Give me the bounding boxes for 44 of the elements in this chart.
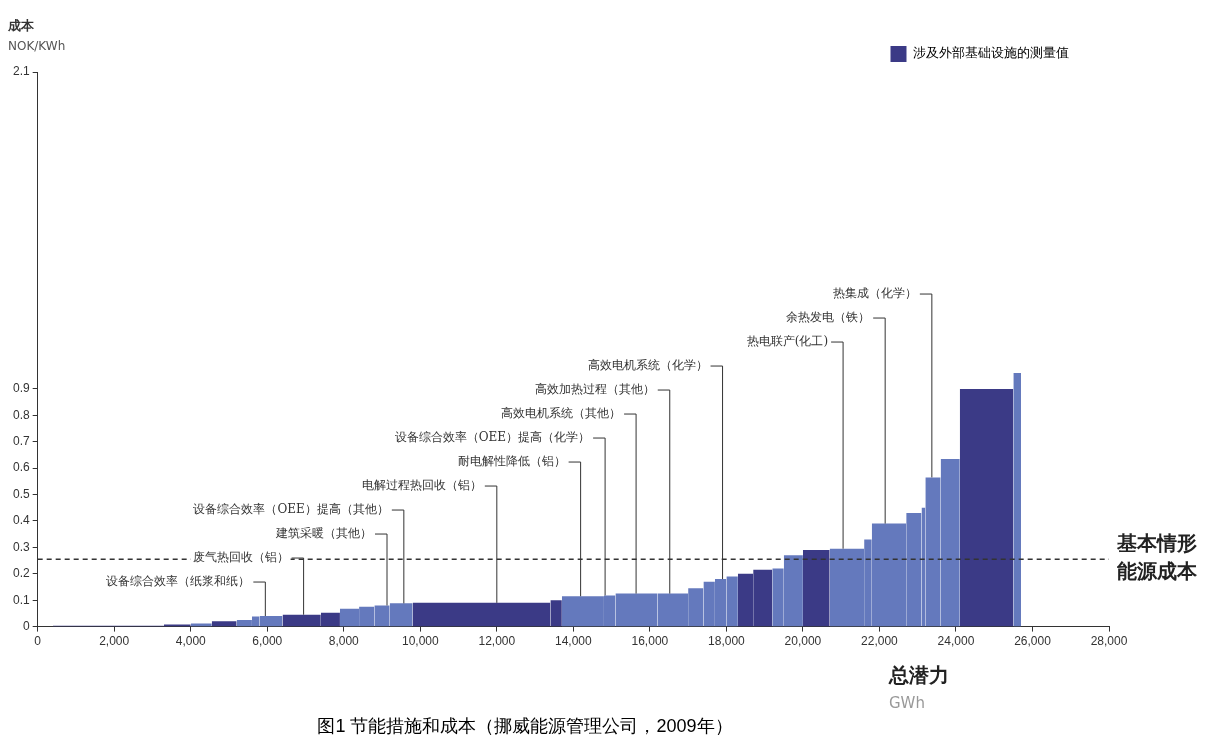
legend-label: 涉及外部基础设施的测量值 <box>913 45 1069 61</box>
y-tick-label: 0.7 <box>12 434 30 449</box>
y-tick-label: 0.1 <box>12 592 30 607</box>
y-tick-label: 2.1 <box>12 64 30 79</box>
text: 图1 节能措施和成本（挪威能源管理公司，2009年） <box>316 715 734 738</box>
annotation: 热电联产(化工) <box>746 334 829 349</box>
annotation: 设备综合效率（OEE）提高（其他） <box>193 502 389 517</box>
x-tick-label: 2,000 <box>99 634 130 649</box>
y-tick-label: 0 <box>22 618 30 633</box>
annotation: 耐电解性降低（铝） <box>457 454 566 469</box>
y-tick-label: 0.6 <box>12 460 30 475</box>
y-tick-label: 0.5 <box>12 486 30 501</box>
x-tick-label: 0 <box>34 634 42 649</box>
x-tick-label: 22,000 <box>861 634 899 649</box>
y-axis-title: 成本 NOK/KWh <box>7 18 66 53</box>
x-tick-label: 6,000 <box>252 634 283 649</box>
annotation: 设备综合效率（纸浆和纸） <box>106 574 251 589</box>
annotation: 电解过程热回收（铝） <box>361 478 482 493</box>
annotation: 高效加热过程（其他） <box>534 382 655 397</box>
y-tick-label: 0.9 <box>12 381 30 396</box>
x-tick-label: 10,000 <box>401 634 439 649</box>
y-tick-label: 0.3 <box>12 539 30 554</box>
annotation: 建筑采暖（其他） <box>275 526 373 541</box>
annotation: 余热发电（铁） <box>786 310 871 325</box>
ref-line-label: 基本情形能源成本 <box>1116 531 1198 584</box>
y-tick-label: 0.2 <box>12 566 30 581</box>
x-axis-title: 总潜力 GWh <box>888 662 949 712</box>
x-tick-label: 24,000 <box>937 634 975 649</box>
x-tick-label: 16,000 <box>631 634 669 649</box>
annotation: 热集成（化学） <box>832 286 917 301</box>
y-tick-label: 0.8 <box>12 407 30 422</box>
x-tick-label: 26,000 <box>1014 634 1052 649</box>
annotation: 设备综合效率（OEE）提高（化学） <box>394 430 591 445</box>
annotation: 高效电机系统（化学） <box>587 358 708 373</box>
x-tick-label: 8,000 <box>328 634 360 649</box>
x-tick-label: 12,000 <box>478 634 516 649</box>
y-tick-label: 0.4 <box>12 513 30 528</box>
x-tick-label: 20,000 <box>784 634 822 649</box>
x-tick-label: 18,000 <box>708 634 746 649</box>
x-tick-label: 4,000 <box>175 634 207 649</box>
x-tick-label: 14,000 <box>554 634 593 649</box>
x-tick-label: 28,000 <box>1090 634 1128 649</box>
annotation: 废气热回收（铝） <box>192 550 289 565</box>
annotation: 高效电机系统（其他） <box>501 406 622 421</box>
